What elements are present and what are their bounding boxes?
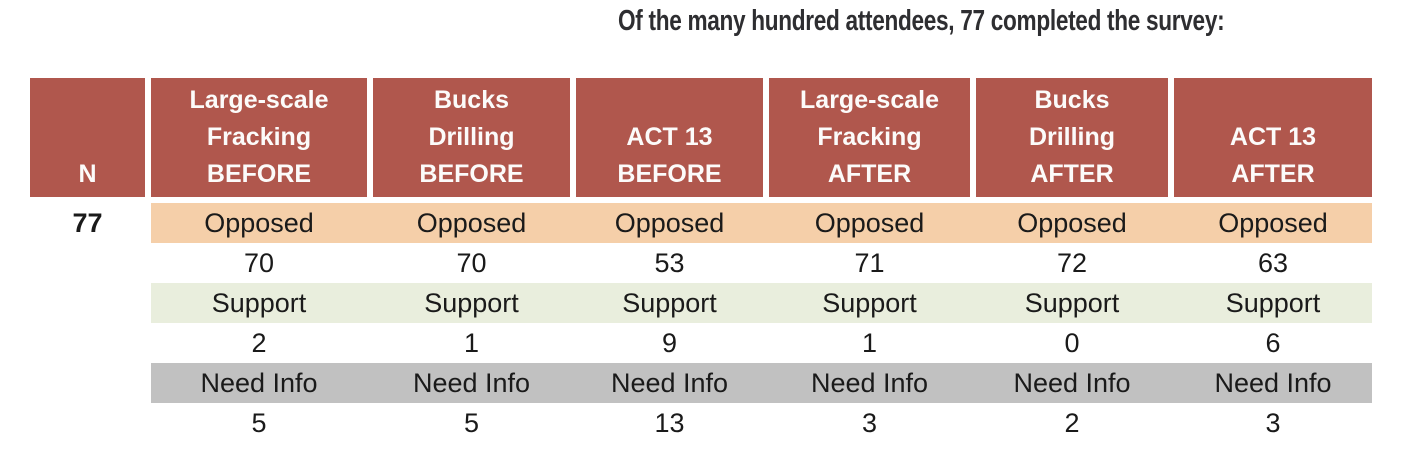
need-info-value-cell: 13 <box>654 407 685 438</box>
need-info-label-cell: Need Info <box>1214 367 1332 398</box>
opposed-label-cell: Opposed <box>814 207 925 238</box>
support-label-cell: Support <box>622 287 717 318</box>
need-info-label-cell: Need Info <box>610 367 729 398</box>
header-cell-n: N <box>30 78 145 197</box>
support-label-cell: Support <box>424 287 519 318</box>
need-info-row-band <box>151 363 1372 403</box>
header-cell-act-13-after: ACT 13 AFTER <box>1174 78 1372 197</box>
opposed-label-cell: Opposed <box>1017 207 1127 238</box>
header-cell-bucks-drilling-before: Bucks Drilling BEFORE <box>373 78 570 197</box>
opposed-value-cell: 70 <box>456 247 487 278</box>
opposed-value-cell: 70 <box>243 247 275 278</box>
need-info-value-cell: 5 <box>251 407 267 438</box>
need-info-value-cell: 5 <box>463 407 480 438</box>
opposed-row-band <box>151 203 1372 243</box>
n-value-cell: 77 <box>72 207 103 238</box>
need-info-label-cell: Need Info <box>200 367 318 398</box>
header-cell-large-scale-fracking-after: Large-scale Fracking AFTER <box>769 78 970 197</box>
support-label-cell: Support <box>822 287 917 318</box>
need-info-label-cell: Need Info <box>412 367 531 398</box>
need-info-value-cell: 2 <box>1064 407 1080 438</box>
support-value-cell: 2 <box>251 327 267 358</box>
survey-table: N Large-scale Fracking BEFORE Bucks Dril… <box>30 78 1372 443</box>
need-info-label-cell: Need Info <box>1013 367 1131 398</box>
support-label-cell: Support <box>1225 287 1321 318</box>
support-value-cell: 9 <box>661 327 678 358</box>
need-info-value-cell: 3 <box>861 407 878 438</box>
support-value-cell: 1 <box>463 327 480 358</box>
support-label-cell: Support <box>1024 287 1120 318</box>
opposed-value-cell: 53 <box>654 247 685 278</box>
header-cell-large-scale-fracking-before: Large-scale Fracking BEFORE <box>151 78 367 197</box>
support-row-band <box>151 283 1372 323</box>
need-info-value-cell: 3 <box>1265 407 1281 438</box>
need-info-label-cell: Need Info <box>810 367 929 398</box>
opposed-value-cell: 72 <box>1056 247 1088 278</box>
header-cell-act-13-before: ACT 13 BEFORE <box>576 78 763 197</box>
opposed-label-cell: Opposed <box>416 207 527 238</box>
opposed-label-cell: Opposed <box>1218 207 1328 238</box>
support-value-cell: 1 <box>861 327 878 358</box>
page-title: Of the many hundred attendees, 77 comple… <box>618 5 1225 37</box>
opposed-value-cell: 63 <box>1257 247 1289 278</box>
opposed-label-cell: Opposed <box>614 207 725 238</box>
opposed-value-cell: 71 <box>854 247 885 278</box>
support-value-cell: 6 <box>1265 327 1281 358</box>
opposed-label-cell: Opposed <box>204 207 314 238</box>
support-value-cell: 0 <box>1064 327 1080 358</box>
support-label-cell: Support <box>211 287 307 318</box>
header-cell-bucks-drilling-after: Bucks Drilling AFTER <box>976 78 1168 197</box>
